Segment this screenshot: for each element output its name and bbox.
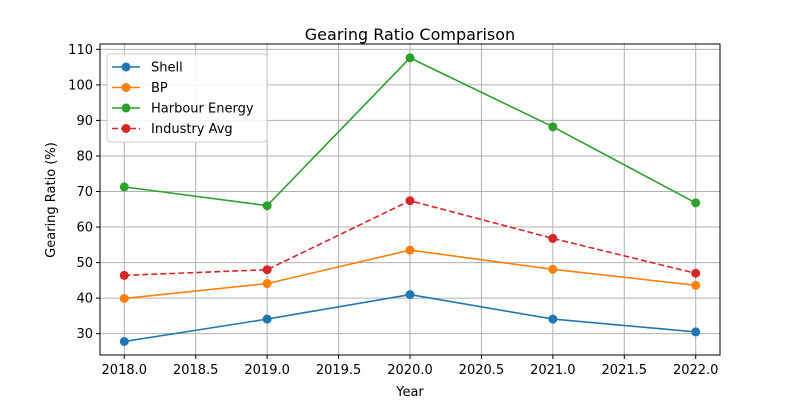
y-tick-label: 40 xyxy=(76,292,93,307)
y-tick-label: 80 xyxy=(76,149,93,164)
legend-box xyxy=(106,53,268,143)
data-point-bp xyxy=(691,280,701,290)
data-point-shell xyxy=(691,327,701,337)
data-point-industry-avg xyxy=(691,268,701,278)
data-point-shell xyxy=(548,314,558,324)
data-point-bp xyxy=(262,279,272,289)
x-tick-label: 2022.0 xyxy=(673,363,719,378)
legend-label-industry-avg: Industry Avg xyxy=(151,122,233,137)
y-tick-label: 70 xyxy=(76,185,93,200)
x-axis: 2018.0 2018.5 2019.0 2019.5 2020.0 2020.5 2021… xyxy=(102,355,719,378)
y-tick-label: 90 xyxy=(76,114,93,129)
data-point-harbour-energy xyxy=(405,53,415,63)
data-point-bp xyxy=(119,293,129,303)
data-point-industry-avg xyxy=(548,233,558,243)
x-tick-label: 2021.5 xyxy=(602,363,648,378)
x-axis-label: Year xyxy=(395,385,424,400)
y-tick-label: 60 xyxy=(76,221,93,236)
data-point-harbour-energy xyxy=(691,198,701,208)
y-axis: 30 40 50 60 70 80 90 100 110 xyxy=(68,43,100,342)
data-point-industry-avg xyxy=(405,196,415,206)
legend-label-shell: Shell xyxy=(151,61,183,76)
y-axis-label: Gearing Ratio (%) xyxy=(44,142,59,258)
series-layer xyxy=(119,53,701,346)
x-tick-label: 2018.0 xyxy=(102,363,148,378)
x-tick-label: 2020.5 xyxy=(459,363,505,378)
legend-marker-industry-avg xyxy=(121,124,131,133)
y-tick-label: 30 xyxy=(76,327,93,342)
legend: Shell BP Harbour Energy Industry Avg xyxy=(106,53,268,143)
data-point-industry-avg xyxy=(119,270,129,280)
x-tick-label: 2019.5 xyxy=(316,363,362,378)
legend-label-harbour-energy: Harbour Energy xyxy=(151,102,254,117)
data-point-harbour-energy xyxy=(548,122,558,132)
x-tick-label: 2018.5 xyxy=(173,363,219,378)
x-tick-label: 2021.0 xyxy=(530,363,576,378)
data-point-bp xyxy=(405,245,415,255)
chart-title: Gearing Ratio Comparison xyxy=(305,25,515,44)
data-point-bp xyxy=(548,264,558,274)
data-point-harbour-energy xyxy=(119,182,129,192)
grid-lines xyxy=(100,44,720,355)
data-point-industry-avg xyxy=(262,265,272,275)
x-tick-label: 2019.0 xyxy=(244,363,290,378)
legend-marker-bp xyxy=(121,83,131,92)
legend-marker-harbour-energy xyxy=(121,103,131,113)
data-point-shell xyxy=(119,336,129,346)
data-point-harbour-energy xyxy=(262,201,272,211)
x-tick-label: 2020.0 xyxy=(387,363,433,378)
y-tick-label: 100 xyxy=(68,78,93,93)
legend-marker-shell xyxy=(121,62,131,72)
data-point-shell xyxy=(405,290,415,300)
y-tick-label: 110 xyxy=(68,43,93,58)
legend-label-bp: BP xyxy=(151,81,168,96)
y-tick-label: 50 xyxy=(76,256,93,271)
data-point-shell xyxy=(262,314,272,324)
